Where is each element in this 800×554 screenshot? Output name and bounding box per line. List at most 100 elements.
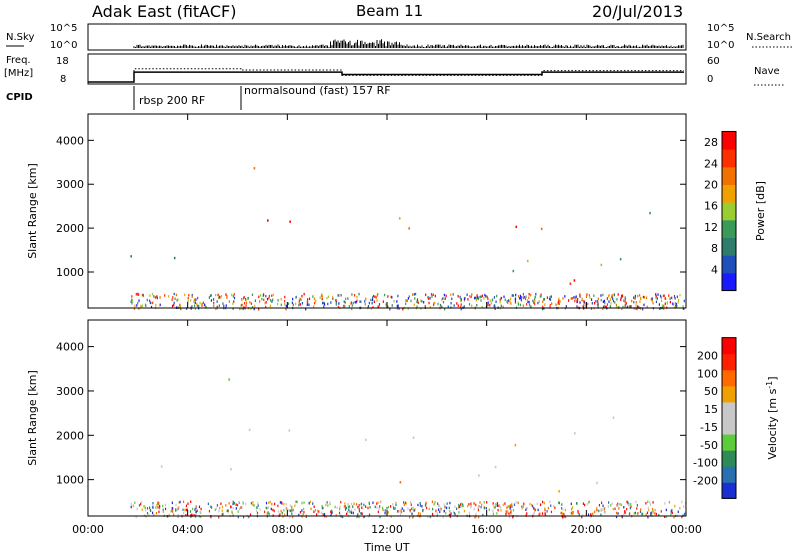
ground-scatter-point xyxy=(211,506,213,509)
ground-scatter-point xyxy=(336,506,338,510)
ground-scatter-point xyxy=(635,304,637,307)
ground-scatter-point xyxy=(570,511,572,515)
freq-trace xyxy=(88,71,684,83)
ground-scatter-point xyxy=(277,504,279,508)
ground-scatter-point xyxy=(659,294,662,298)
ground-scatter-point xyxy=(519,294,522,298)
ground-scatter-point xyxy=(215,293,217,297)
ground-scatter-point xyxy=(373,294,375,298)
ground-scatter-point xyxy=(233,296,236,300)
ground-scatter-point xyxy=(155,303,157,307)
ground-scatter-point xyxy=(409,515,411,519)
ground-scatter-point xyxy=(425,501,427,505)
ground-scatter-point xyxy=(187,299,189,303)
ground-scatter-point xyxy=(308,502,311,505)
ground-scatter-point xyxy=(196,304,198,308)
ground-scatter-point xyxy=(331,511,333,514)
ground-scatter-point xyxy=(218,295,221,299)
ground-scatter-point xyxy=(655,300,658,304)
ground-scatter-point xyxy=(254,304,256,308)
ground-scatter-point xyxy=(196,509,198,513)
ground-scatter-point xyxy=(242,307,244,311)
ground-scatter-point xyxy=(496,502,499,505)
ground-scatter-point xyxy=(441,298,443,301)
ground-scatter-point xyxy=(329,502,331,506)
ground-scatter-point xyxy=(647,515,649,519)
ground-scatter-point xyxy=(662,294,664,298)
ground-scatter-point xyxy=(271,502,273,506)
ground-scatter-point xyxy=(475,298,478,302)
data-point xyxy=(289,220,291,223)
ground-scatter-point xyxy=(303,510,305,514)
ground-scatter-point xyxy=(175,293,178,297)
ground-scatter-point xyxy=(379,515,381,519)
ground-scatter-point xyxy=(265,305,267,309)
ground-scatter-point xyxy=(664,502,666,505)
ground-scatter-point xyxy=(491,298,494,302)
ground-scatter-point xyxy=(414,297,416,300)
ground-scatter-point xyxy=(589,296,591,299)
ground-scatter-point xyxy=(478,515,480,519)
ground-scatter-point xyxy=(561,503,563,506)
ground-scatter-point xyxy=(500,506,502,509)
ground-scatter-point xyxy=(190,514,192,517)
ground-scatter-point xyxy=(404,501,407,505)
ground-scatter-point xyxy=(475,503,477,507)
ground-scatter-point xyxy=(343,505,345,508)
ground-scatter-point xyxy=(456,302,458,305)
ground-scatter-point xyxy=(238,507,241,511)
ground-scatter-point xyxy=(639,296,642,300)
ground-scatter-point xyxy=(650,513,652,517)
ground-scatter-point xyxy=(164,507,167,511)
ground-scatter-point xyxy=(150,305,153,309)
ground-scatter-point xyxy=(602,305,605,309)
ground-scatter-point xyxy=(380,500,382,504)
ground-scatter-point xyxy=(287,508,289,512)
ground-scatter-point xyxy=(406,299,408,303)
ground-scatter-point xyxy=(303,501,305,504)
ground-scatter-point xyxy=(596,506,598,510)
ground-scatter-point xyxy=(219,506,221,510)
ground-scatter-point xyxy=(409,508,411,512)
colorbar-swatch xyxy=(722,337,736,355)
ground-scatter-point xyxy=(351,307,353,311)
y-tick-label: 2000 xyxy=(56,222,84,235)
ground-scatter-point xyxy=(523,502,525,506)
ground-scatter-point xyxy=(621,295,624,298)
ground-scatter-point xyxy=(645,296,648,300)
ground-scatter-point xyxy=(207,502,209,506)
ground-scatter-point xyxy=(658,513,660,517)
station-title: Adak East (fitACF) xyxy=(92,2,236,21)
ground-scatter-point xyxy=(420,299,422,302)
colorbar-swatch xyxy=(722,401,736,419)
x-tick-label: 08:00 xyxy=(271,523,303,536)
ground-scatter-point xyxy=(360,300,362,304)
ground-scatter-point xyxy=(681,500,683,504)
ground-scatter-point xyxy=(431,500,434,504)
nsearch-tick-top: 10^5 xyxy=(707,23,734,34)
ground-scatter-point xyxy=(134,304,136,308)
ground-scatter-point xyxy=(221,509,223,513)
ground-scatter-point xyxy=(135,292,137,296)
ground-scatter-point xyxy=(291,509,293,512)
ground-scatter-point xyxy=(245,298,247,302)
ground-scatter-point xyxy=(596,508,598,512)
ground-scatter-point xyxy=(507,510,509,513)
ground-scatter-point xyxy=(409,501,412,504)
ground-scatter-point xyxy=(477,297,480,301)
ground-scatter-point xyxy=(269,298,272,302)
data-point xyxy=(399,481,402,484)
ground-scatter-point xyxy=(198,505,201,509)
ground-scatter-point xyxy=(396,307,398,310)
ground-scatter-point xyxy=(624,510,626,513)
ground-scatter-point xyxy=(499,300,501,304)
data-point xyxy=(612,416,615,419)
ground-scatter-point xyxy=(460,299,462,303)
colorbar-tick-label: 100 xyxy=(697,367,718,380)
ground-scatter-point xyxy=(298,513,300,517)
ground-scatter-point xyxy=(454,512,456,516)
ground-scatter-point xyxy=(630,505,632,509)
ground-scatter-point xyxy=(479,295,481,299)
ground-scatter-point xyxy=(459,295,461,299)
